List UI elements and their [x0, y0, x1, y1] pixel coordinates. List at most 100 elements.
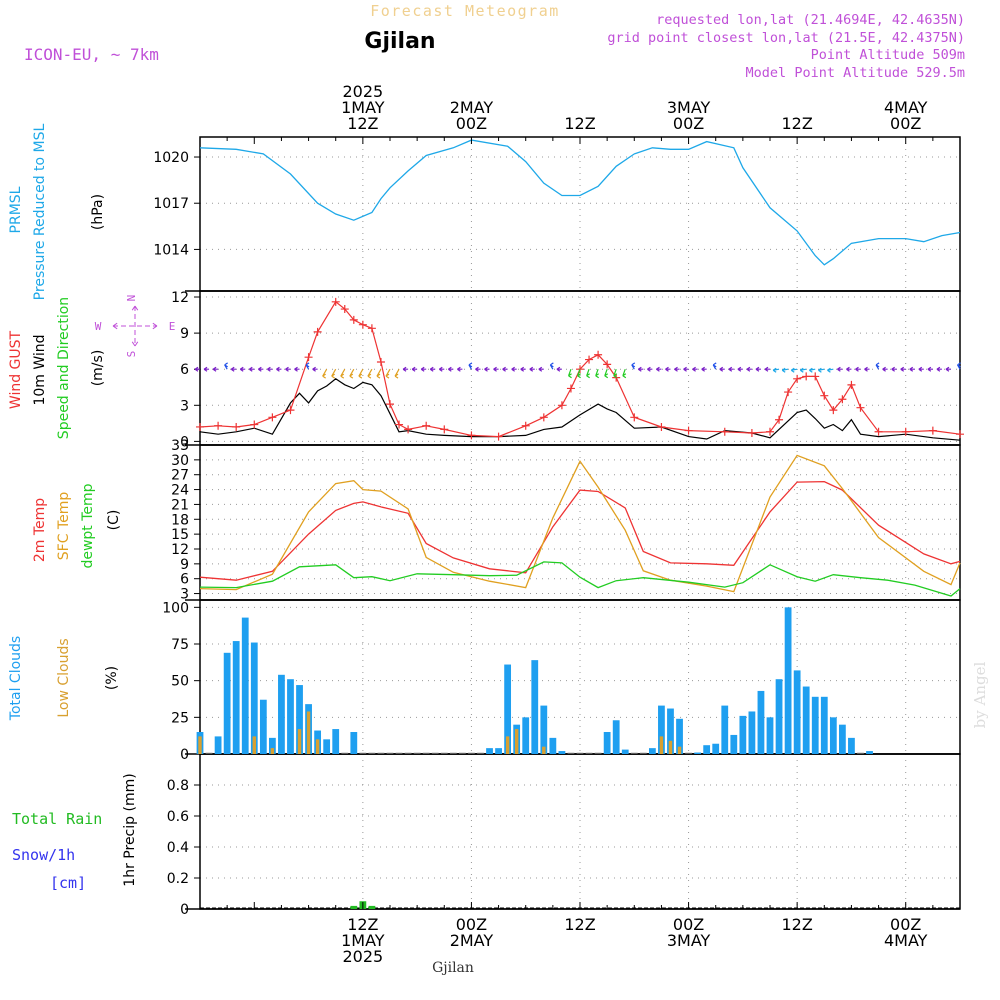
- wind-arrow: [267, 366, 273, 372]
- panel-frame: [199, 753, 961, 910]
- total-cloud-bar: [223, 652, 231, 754]
- gust-marker: [784, 388, 793, 397]
- gust-marker: [440, 425, 449, 434]
- gust-marker: [286, 406, 295, 415]
- gust-marker: [829, 406, 838, 415]
- time-label: 2025: [342, 947, 383, 966]
- gust-marker: [331, 297, 340, 306]
- total-cloud-bar: [522, 717, 530, 754]
- gust-marker: [521, 421, 530, 430]
- y-tick-label: 3: [180, 398, 189, 414]
- gust-marker: [404, 425, 413, 434]
- wind-arrow: [701, 366, 707, 372]
- wind-arrow: [918, 366, 924, 372]
- total-cloud-bar: [721, 705, 729, 754]
- total-cloud-bar: [250, 642, 258, 754]
- wind-arrow: [520, 366, 526, 372]
- wind-arrow: [900, 366, 906, 372]
- total-cloud-bar: [658, 705, 665, 754]
- total-cloud-bar: [350, 732, 358, 754]
- wind-arrow: [728, 366, 734, 372]
- total-cloud-bar: [866, 751, 873, 754]
- wind-arrow: [322, 368, 328, 379]
- wind-arrow: [647, 366, 653, 372]
- y-tick-label: 0.2: [167, 871, 189, 887]
- wind-arrow: [692, 366, 698, 372]
- pressure-label-1: PRMSL: [8, 186, 24, 233]
- gust-marker: [494, 432, 503, 441]
- gust-marker: [856, 403, 865, 412]
- y-tick-label: 1014: [153, 242, 189, 258]
- wind-speed-line: [199, 378, 961, 441]
- gust-marker: [585, 355, 594, 364]
- chart-title: Forecast Meteogram: [370, 2, 560, 20]
- y-tick-label: 1020: [153, 150, 189, 166]
- gust-marker: [313, 327, 322, 336]
- total-cloud-bar: [540, 705, 548, 754]
- time-label: 12Z: [781, 915, 812, 934]
- total-cloud-bar: [603, 732, 611, 754]
- gust-marker: [422, 421, 431, 430]
- wind-arrow: [577, 368, 581, 379]
- low-cloud-bar: [270, 748, 275, 754]
- wind-arrow: [203, 366, 210, 372]
- requested-coords: requested lon,lat (21.4694E, 42.4635N): [656, 12, 965, 28]
- gust-marker: [576, 365, 584, 374]
- gust-marker: [268, 413, 277, 422]
- total-cloud-bar: [811, 696, 819, 754]
- wind-arrow: [194, 366, 200, 372]
- gust-marker: [802, 372, 811, 381]
- time-label: 4MAY: [884, 98, 928, 117]
- compass-south: S: [125, 351, 138, 358]
- gust-marker: [820, 391, 829, 400]
- wind-arrow: [529, 366, 535, 372]
- gust-marker: [467, 431, 476, 440]
- wind-arrow: [827, 367, 834, 373]
- wind-arrow: [367, 368, 373, 379]
- time-label: 00Z: [673, 915, 704, 934]
- total-cloud-bar: [730, 734, 738, 754]
- snow-label: Snow/1h: [12, 846, 75, 864]
- gust-marker: [901, 427, 910, 436]
- time-label: 3MAY: [667, 931, 711, 950]
- time-label: 12Z: [347, 915, 378, 934]
- gust-marker: [684, 426, 693, 435]
- total-cloud-bar: [621, 749, 629, 754]
- gust-marker: [956, 430, 964, 439]
- wind-arrow: [586, 368, 590, 379]
- panel-frame: [199, 599, 961, 755]
- compass-north: N: [125, 295, 138, 302]
- total-cloud-bar: [766, 717, 774, 754]
- gust-marker: [594, 350, 603, 359]
- low-cloud-bar: [505, 736, 510, 754]
- gust-marker: [793, 374, 802, 383]
- wind-arrow: [808, 367, 816, 373]
- y-tick-label: 33: [171, 438, 189, 454]
- low-clouds-label: Low Clouds: [56, 638, 72, 717]
- total-cloud-bar: [667, 708, 674, 754]
- total-cloud-bar: [712, 743, 720, 754]
- wind-arrow: [285, 366, 291, 372]
- y-tick-label: 24: [171, 483, 189, 499]
- gust-marker: [376, 357, 385, 366]
- wind-arrow: [674, 366, 680, 372]
- wind-arrow: [683, 366, 689, 372]
- wind-arrow: [719, 366, 725, 372]
- temp-sfc-line: [199, 454, 961, 593]
- low-cloud-bar: [542, 746, 546, 754]
- low-cloud-bar: [315, 739, 320, 754]
- wind-arrow: [891, 366, 897, 372]
- wind-arrow: [484, 366, 490, 372]
- gust-marker: [720, 427, 729, 436]
- gust-marker: [196, 422, 204, 431]
- total-cloud-bar: [323, 739, 331, 754]
- compass-west: W: [95, 320, 102, 333]
- wind-arrow: [712, 362, 717, 370]
- snow-unit: [cm]: [50, 874, 86, 892]
- gust-marker: [775, 415, 784, 424]
- gust-marker: [358, 320, 367, 329]
- wind-arrow: [420, 366, 427, 372]
- wind-arrow: [276, 366, 282, 372]
